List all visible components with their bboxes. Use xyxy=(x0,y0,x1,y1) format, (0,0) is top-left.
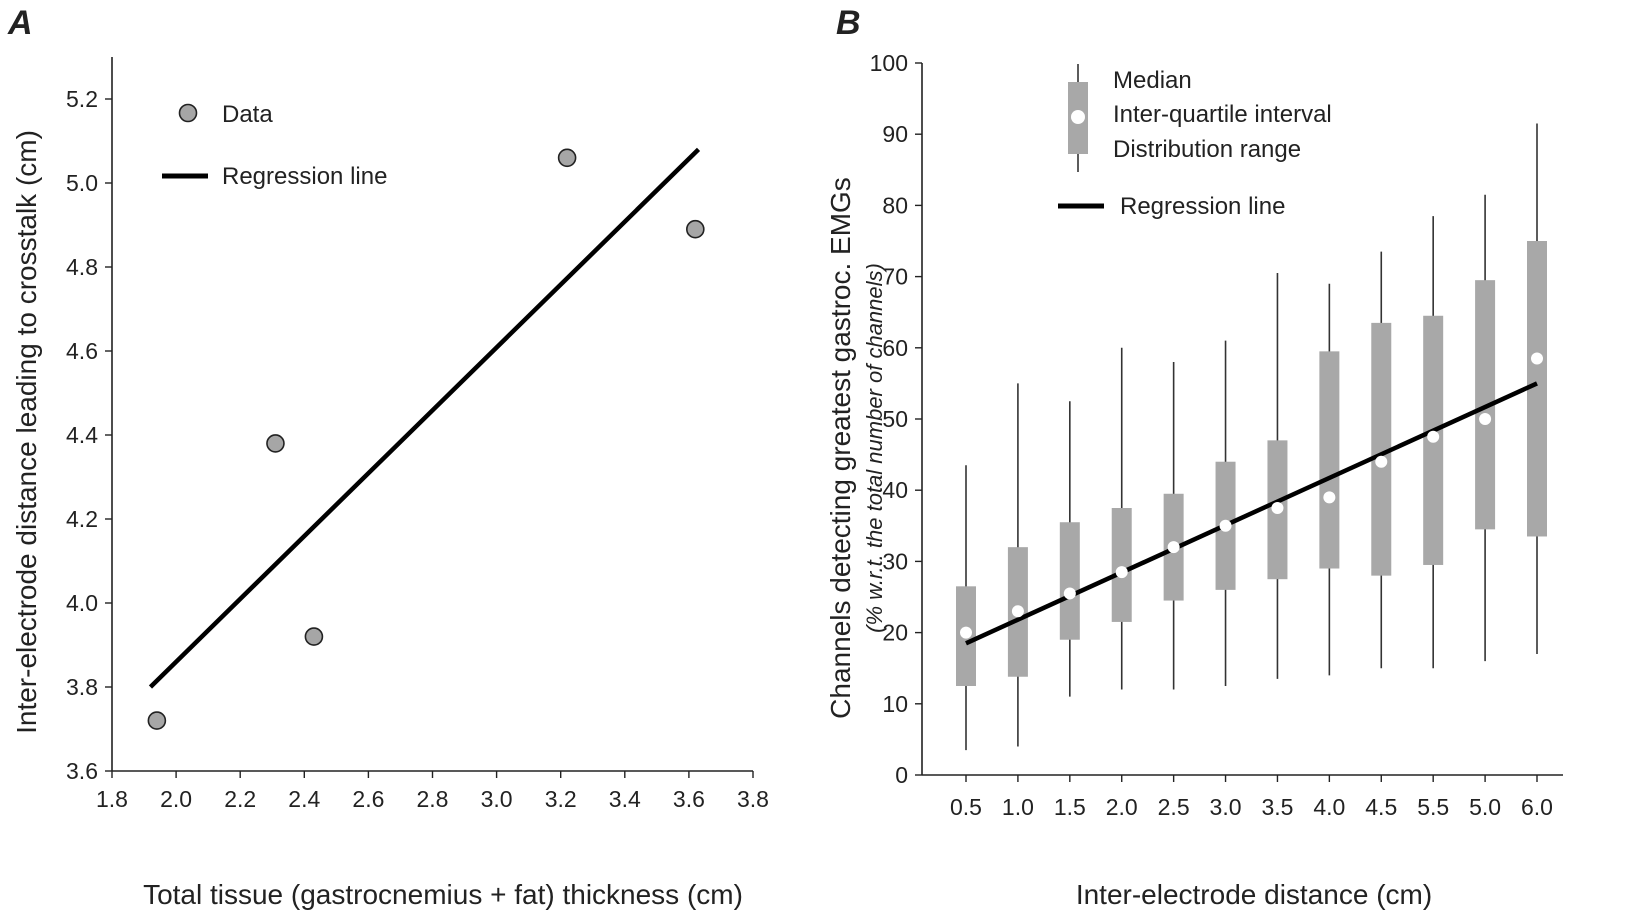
x-tick-label: 2.8 xyxy=(417,786,449,812)
panel-b-x-title: Inter-electrode distance (cm) xyxy=(1076,879,1432,910)
y-tick-label: 10 xyxy=(882,691,908,717)
panel-a: A 1.8 2.0 2.2 2.4 2.6 2.8 3.0 3.2 3.4 3.6 3.8 3.63… xyxy=(7,4,769,910)
y-tick-label: 90 xyxy=(882,121,908,147)
x-tick-label: 3.0 xyxy=(1210,794,1242,820)
box-median xyxy=(1479,413,1492,425)
x-tick-label: 2.2 xyxy=(224,786,256,812)
panel-a-y-ticks: 3.6 3.8 4.0 4.2 4.4 4.6 4.8 5.0 5.2 xyxy=(66,86,112,784)
y-tick-label: 4.6 xyxy=(66,338,98,364)
x-tick-label: 1.0 xyxy=(1002,794,1034,820)
y-tick-label: 4.0 xyxy=(66,590,98,616)
panel-a-x-ticks: 1.8 2.0 2.2 2.4 2.6 2.8 3.0 3.2 3.4 3.6 3.8 xyxy=(96,771,769,812)
y-tick-label: 3.8 xyxy=(66,674,98,700)
panel-b-x-ticks: 0.5 1.0 1.5 2.0 2.5 3.0 3.5 4.0 4.5 5.5 5.0 6.0 xyxy=(950,775,1553,820)
panel-b-y-ticks: 0 10 20 30 40 50 60 70 80 90 100 xyxy=(870,50,922,788)
x-tick-label: 1.8 xyxy=(96,786,128,812)
y-tick-label: 50 xyxy=(882,406,908,432)
legend-regression-label: Regression line xyxy=(222,163,387,190)
x-tick-label: 3.2 xyxy=(545,786,577,812)
y-tick-label: 5.0 xyxy=(66,170,98,196)
y-tick-label: 60 xyxy=(882,335,908,361)
x-tick-label: 3.6 xyxy=(673,786,705,812)
panel-b-legend: Median Inter-quartile interval Distribut… xyxy=(1058,64,1332,220)
legend-range-label: Distribution range xyxy=(1113,136,1301,163)
box-median xyxy=(1427,430,1440,443)
panel-a-legend: Data Regression line xyxy=(162,101,387,190)
x-tick-label: 6.0 xyxy=(1521,794,1553,820)
data-point xyxy=(557,148,577,168)
box-median xyxy=(1531,352,1543,365)
data-point xyxy=(147,711,167,730)
panel-a-axes xyxy=(111,57,753,772)
x-tick-label: 2.6 xyxy=(352,786,384,812)
box-median xyxy=(1219,519,1232,532)
legend-median-label: Median xyxy=(1113,67,1192,94)
y-tick-label: 4.8 xyxy=(66,254,98,280)
y-tick-label: 0 xyxy=(895,762,908,788)
y-tick-label: 4.2 xyxy=(66,506,98,532)
x-tick-label: 2.0 xyxy=(1106,794,1138,820)
x-tick-label: 4.0 xyxy=(1313,794,1345,820)
box-median xyxy=(1011,605,1024,618)
panel-b-y-title: Channels detecting greatest gastroc. EMG… xyxy=(825,177,856,719)
panel-a-regression xyxy=(148,147,701,689)
panel-b-y-subtitle: (% w.r.t. the total number of channels) xyxy=(862,263,887,633)
x-tick-label: 5.0 xyxy=(1469,794,1501,820)
box-median xyxy=(1063,587,1076,600)
box-iqr xyxy=(1527,241,1547,537)
panel-a-y-title: Inter-electrode distance leading to cros… xyxy=(11,130,42,734)
panel-a-points xyxy=(147,148,705,730)
box-iqr xyxy=(1111,508,1132,622)
box-median xyxy=(1271,502,1284,514)
y-tick-label: 100 xyxy=(870,50,908,76)
legend-regression-label: Regression line xyxy=(1120,193,1285,220)
legend-data-label: Data xyxy=(222,101,273,128)
x-tick-label: 1.5 xyxy=(1054,794,1086,820)
y-tick-label: 3.6 xyxy=(66,758,98,784)
y-tick-label: 30 xyxy=(882,548,908,574)
x-tick-label: 5.5 xyxy=(1417,794,1449,820)
panel-a-x-title: Total tissue (gastrocnemius + fat) thick… xyxy=(143,879,743,910)
y-tick-label: 80 xyxy=(882,192,908,218)
panel-b: B 0 10 20 30 40 50 60 70 80 90 100 0.5 1.0 1.5 2.0 2.5… xyxy=(825,4,1563,910)
y-tick-label: 40 xyxy=(882,477,908,503)
data-point xyxy=(266,434,285,453)
box-iqr xyxy=(1319,351,1340,569)
y-tick-label: 4.4 xyxy=(66,422,98,448)
box-median xyxy=(1375,455,1388,468)
panel-b-regression xyxy=(965,381,1538,646)
box-iqr xyxy=(1371,322,1392,576)
x-tick-label: 4.5 xyxy=(1365,794,1397,820)
regression-line xyxy=(148,147,701,689)
box-median xyxy=(1167,541,1180,554)
data-point xyxy=(686,219,705,239)
panel-b-label: B xyxy=(836,4,861,42)
x-tick-label: 3.4 xyxy=(609,786,641,812)
box-median xyxy=(1115,566,1128,579)
data-point xyxy=(304,627,324,646)
y-tick-label: 20 xyxy=(882,620,908,646)
x-tick-label: 3.5 xyxy=(1261,794,1293,820)
panel-a-label: A xyxy=(7,4,33,42)
box-iqr xyxy=(1059,522,1080,640)
x-tick-label: 0.5 xyxy=(950,794,982,820)
panel-b-medians xyxy=(960,352,1543,639)
regression-line xyxy=(965,381,1538,646)
y-tick-label: 5.2 xyxy=(66,86,98,112)
x-tick-label: 2.5 xyxy=(1158,794,1190,820)
legend-median-marker xyxy=(1071,110,1085,124)
x-tick-label: 2.4 xyxy=(288,786,320,812)
x-tick-label: 3.0 xyxy=(481,786,513,812)
x-tick-label: 2.0 xyxy=(160,786,192,812)
box-median xyxy=(1323,491,1336,504)
x-tick-label: 3.8 xyxy=(737,786,769,812)
y-tick-label: 70 xyxy=(882,264,908,290)
legend-iqr-label: Inter-quartile interval xyxy=(1113,101,1332,128)
box-median xyxy=(960,626,972,639)
legend-data-marker xyxy=(178,103,198,123)
